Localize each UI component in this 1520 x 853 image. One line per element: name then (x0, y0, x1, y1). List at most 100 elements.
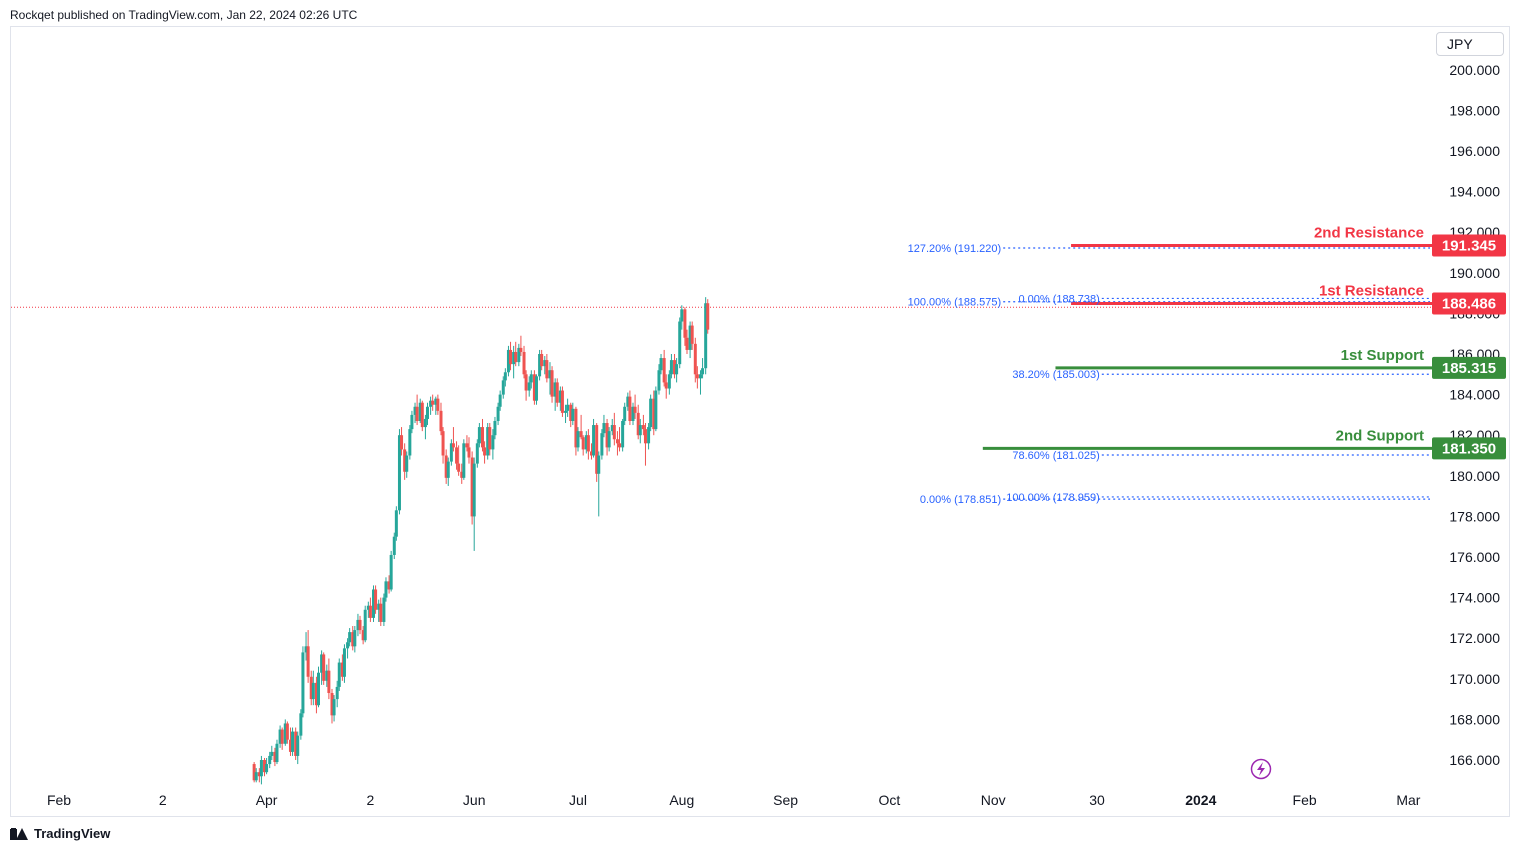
candle-body (654, 390, 658, 430)
candle-up (366, 601, 370, 618)
candle-body (410, 414, 414, 430)
candle-up (337, 658, 341, 691)
candle-body (449, 443, 453, 462)
candle-body (340, 662, 344, 677)
candle-down (420, 400, 424, 432)
candle-up (501, 376, 505, 399)
x-tick-label: Mar (1396, 792, 1420, 808)
candle-up (304, 632, 308, 661)
candle-body (446, 461, 450, 478)
candle-body (610, 425, 614, 432)
candle-up (678, 317, 682, 369)
price-tag-label: 181.350 (1442, 440, 1496, 457)
candle-up (638, 418, 642, 444)
candle-body (576, 431, 580, 448)
y-tick-label: 170.000 (1449, 671, 1500, 687)
x-tick-label: Feb (1293, 792, 1317, 808)
candle-body (545, 360, 549, 379)
candle-up (356, 613, 360, 637)
candle-body (392, 536, 396, 555)
y-axis-ticks: 200.000198.000196.000194.000192.000190.0… (1449, 62, 1500, 768)
support-label: 2nd Support (1336, 427, 1424, 444)
candle-down (400, 427, 404, 456)
candle-down (579, 414, 583, 440)
candle-down (330, 688, 334, 724)
candle-up (602, 414, 606, 438)
candle-body (540, 354, 544, 367)
candle-body (698, 374, 702, 379)
candle-up (405, 451, 409, 478)
candle-body (571, 408, 575, 421)
candle-body (649, 398, 653, 428)
y-tick-label: 176.000 (1449, 549, 1500, 565)
y-tick-label: 174.000 (1449, 590, 1500, 606)
candle-body (589, 451, 593, 456)
candle-body (669, 360, 673, 375)
candle-up (503, 368, 507, 387)
price-tags: 191.345 188.486 185.315 181.350 (1432, 234, 1506, 460)
candle-down (652, 390, 656, 436)
candle-body (389, 554, 393, 590)
candle-body (394, 510, 398, 537)
candle-up (394, 506, 398, 541)
candle-body (356, 619, 360, 631)
candle-down (470, 451, 474, 525)
candle-body (387, 581, 391, 590)
candle-down (294, 727, 298, 760)
tradingview-logo[interactable]: TradingView (10, 826, 110, 841)
candle-body (413, 406, 417, 415)
candle-down (306, 630, 310, 683)
x-tick-label: Aug (669, 792, 694, 808)
candle-up (597, 451, 601, 517)
candle-up (382, 593, 386, 627)
candle-up (372, 585, 376, 622)
price-tag-label: 188.486 (1442, 296, 1496, 313)
candle-down (581, 435, 585, 456)
candle-down (690, 321, 694, 350)
candle-down (685, 329, 689, 354)
candle-up (654, 386, 658, 432)
candle-down (351, 626, 355, 651)
candle-up (270, 745, 274, 760)
currency-selector[interactable]: JPY (1436, 32, 1504, 56)
candle-up (498, 390, 502, 411)
lightning-icon[interactable] (1250, 758, 1272, 780)
brand-name: TradingView (34, 826, 111, 841)
candle-body (641, 425, 645, 430)
candle-body (439, 410, 443, 432)
candle-body (335, 686, 339, 700)
candle-body (434, 398, 438, 405)
candle-up (268, 751, 272, 769)
candle-up (626, 392, 630, 411)
candle-down (379, 597, 383, 627)
candle-body (496, 406, 500, 421)
candle-down (465, 435, 469, 452)
candle-body (415, 406, 419, 421)
candle-down (560, 386, 564, 417)
candle-body (612, 425, 616, 440)
candle-body (633, 406, 637, 413)
candle-body (657, 370, 661, 391)
candle-down (327, 658, 331, 700)
candle-body (602, 423, 606, 434)
candle-body (444, 455, 448, 478)
candle-up (527, 376, 531, 397)
candle-down (340, 654, 344, 681)
candle-up (496, 402, 500, 426)
candle-body (368, 605, 372, 618)
candle-body (460, 471, 464, 478)
candle-down (280, 727, 284, 750)
candle-body (275, 743, 279, 763)
candle-down (586, 429, 590, 460)
candle-body (543, 360, 547, 367)
fibonacci-labels: 127.20% (191.220) 100.00% (188.575) 0.00% … (908, 243, 1100, 506)
x-tick-label: 2 (159, 792, 167, 808)
candle-up (346, 638, 350, 659)
candle-down (358, 615, 362, 635)
candle-body (278, 729, 282, 744)
candle-down (555, 378, 559, 407)
candle-body (353, 630, 357, 647)
candle-body (706, 303, 710, 330)
chart-frame (10, 26, 1510, 817)
